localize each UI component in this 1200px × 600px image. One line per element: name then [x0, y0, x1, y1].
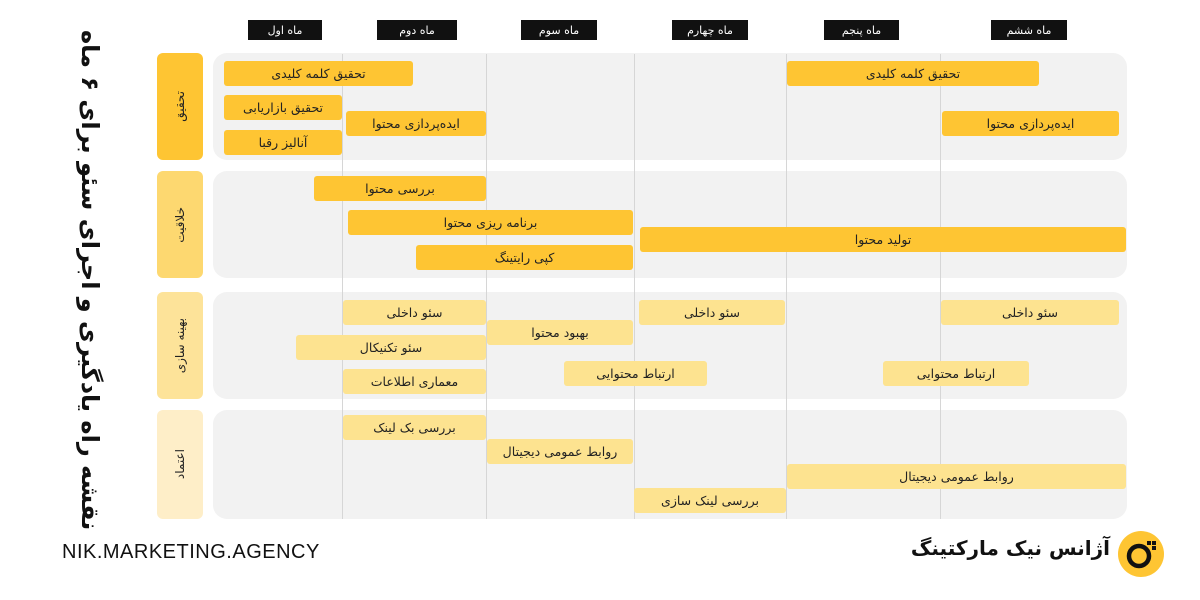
lane-label-text: اعتماد — [173, 449, 187, 480]
task-bar: کپی رایتینگ — [416, 245, 633, 270]
month-divider — [486, 54, 487, 519]
month-divider — [786, 54, 787, 519]
nik-logo-icon — [1117, 530, 1165, 578]
brand-name: آژانس نیک مارکتینگ — [910, 536, 1110, 560]
task-bar: آنالیز رقبا — [224, 130, 342, 155]
lane-label-text: بهینه سازی — [173, 317, 187, 374]
task-bar: ایده‌پردازی محتوا — [942, 111, 1119, 136]
roadmap-title-wrap: نقشه راه یادگیری و اجرای سئو برای ۶ ماه — [60, 30, 120, 530]
task-bar: روابط عمومی دیجیتال — [487, 439, 633, 464]
month-divider — [342, 54, 343, 519]
task-bar: سئو داخلی — [343, 300, 486, 325]
month-header-5: ماه پنجم — [824, 20, 899, 40]
month-header-2: ماه دوم — [377, 20, 457, 40]
lane-label-research: تحقیق — [157, 53, 203, 160]
task-bar: معماری اطلاعات — [343, 369, 486, 394]
task-bar: بررسی محتوا — [314, 176, 486, 201]
task-bar: تحقیق کلمه کلیدی — [787, 61, 1039, 86]
task-bar: روابط عمومی دیجیتال — [787, 464, 1126, 489]
month-divider — [940, 54, 941, 519]
task-bar: تحقیق کلمه کلیدی — [224, 61, 413, 86]
task-bar: سئو داخلی — [941, 300, 1119, 325]
task-bar: سئو تکنیکال — [296, 335, 486, 360]
month-divider — [634, 54, 635, 519]
task-bar: بررسی لینک سازی — [634, 488, 786, 513]
task-bar: ارتباط محتوایی — [883, 361, 1029, 386]
lane-label-creativity: خلاقیت — [157, 171, 203, 278]
website-url: NIK.MARKETING.AGENCY — [62, 541, 320, 563]
month-header-1: ماه اول — [248, 20, 322, 40]
task-bar: ارتباط محتوایی — [564, 361, 707, 386]
month-header-3: ماه سوم — [521, 20, 597, 40]
lane-label-optimization: بهینه سازی — [157, 292, 203, 399]
task-bar: بررسی بک لینک — [343, 415, 486, 440]
roadmap-title: نقشه راه یادگیری و اجرای سئو برای ۶ ماه — [76, 29, 104, 531]
lane-label-text: تحقیق — [173, 91, 187, 122]
task-bar: بهبود محتوا — [487, 320, 633, 345]
month-header-6: ماه ششم — [991, 20, 1067, 40]
task-bar: تحقیق بازاریابی — [224, 95, 342, 120]
lane-label-text: خلاقیت — [173, 206, 187, 243]
month-header-4: ماه چهارم — [672, 20, 748, 40]
lane-label-trust: اعتماد — [157, 410, 203, 519]
task-bar: سئو داخلی — [639, 300, 785, 325]
task-bar: ایده‌پردازی محتوا — [346, 111, 486, 136]
task-bar: تولید محتوا — [640, 227, 1126, 252]
task-bar: برنامه ریزی محتوا — [348, 210, 633, 235]
